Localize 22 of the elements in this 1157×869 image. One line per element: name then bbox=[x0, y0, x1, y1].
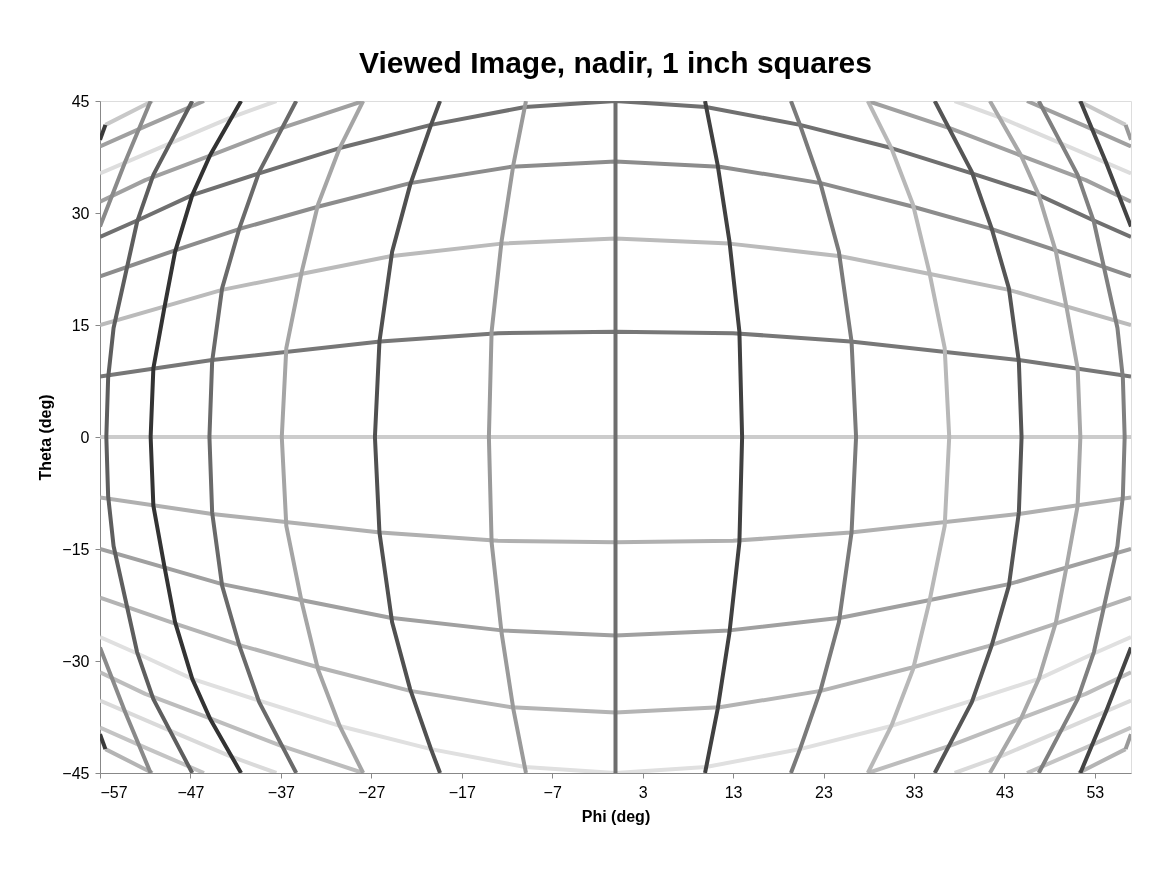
y-tick-label: −15 bbox=[62, 540, 90, 558]
y-tick-label: −45 bbox=[62, 764, 90, 782]
x-tick-label: 13 bbox=[724, 783, 743, 801]
y-axis-title: Theta (deg) bbox=[37, 394, 55, 481]
y-tick-label: 15 bbox=[71, 316, 90, 334]
x-axis-title: Phi (deg) bbox=[581, 807, 651, 825]
y-tick-label: 0 bbox=[80, 428, 90, 446]
y-tick-label: 45 bbox=[71, 92, 90, 110]
x-tick-label: 43 bbox=[995, 783, 1014, 801]
x-tick-label: −27 bbox=[358, 783, 386, 801]
y-tick-label: 30 bbox=[71, 204, 90, 222]
chart-title: Viewed Image, nadir, 1 inch squares bbox=[359, 46, 872, 79]
y-tick-label: −30 bbox=[62, 652, 90, 670]
x-tick-label: −37 bbox=[267, 783, 296, 801]
x-tick-label: −47 bbox=[177, 783, 205, 801]
x-tick-label: 23 bbox=[815, 783, 834, 801]
x-tick-label: 3 bbox=[638, 783, 648, 801]
x-tick-label: 53 bbox=[1086, 783, 1105, 801]
x-tick-label: −17 bbox=[448, 783, 476, 801]
x-tick-label: −7 bbox=[543, 783, 562, 801]
x-tick-label: 33 bbox=[905, 783, 924, 801]
x-tick-label: −57 bbox=[100, 783, 128, 801]
